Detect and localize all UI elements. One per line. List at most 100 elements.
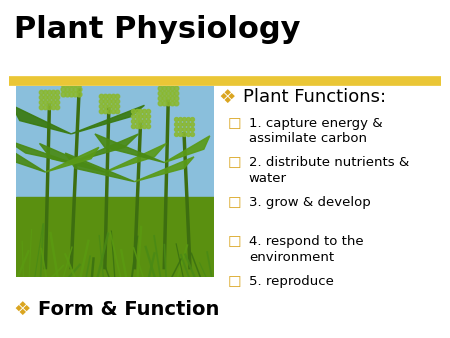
Point bbox=[172, 131, 180, 137]
Point bbox=[113, 108, 120, 114]
Point bbox=[176, 126, 184, 131]
Point bbox=[42, 94, 49, 100]
Point bbox=[176, 121, 184, 126]
Polygon shape bbox=[95, 134, 164, 163]
Text: ☐: ☐ bbox=[227, 117, 241, 131]
Point bbox=[105, 103, 112, 108]
Point bbox=[133, 119, 140, 124]
Point bbox=[176, 116, 184, 121]
Point bbox=[141, 124, 148, 129]
Point bbox=[161, 86, 168, 91]
Point bbox=[76, 76, 83, 81]
Point bbox=[172, 86, 180, 91]
Text: Plant Functions:: Plant Functions: bbox=[243, 88, 386, 106]
Point bbox=[113, 98, 120, 103]
Point bbox=[76, 91, 83, 97]
Point bbox=[42, 99, 49, 105]
Point bbox=[50, 89, 57, 95]
Point bbox=[176, 131, 184, 137]
Point bbox=[105, 98, 112, 103]
Point bbox=[129, 119, 136, 124]
Point bbox=[137, 108, 144, 114]
Polygon shape bbox=[12, 105, 71, 134]
Point bbox=[169, 91, 176, 96]
Point bbox=[60, 86, 67, 92]
Point bbox=[63, 86, 71, 92]
Point bbox=[46, 89, 53, 95]
Point bbox=[38, 104, 45, 110]
Point bbox=[50, 99, 57, 105]
Point bbox=[76, 86, 83, 92]
Point bbox=[169, 86, 176, 91]
Point bbox=[72, 81, 79, 86]
Point bbox=[54, 99, 61, 105]
Point bbox=[161, 91, 168, 96]
Point bbox=[137, 124, 144, 129]
Point bbox=[172, 121, 180, 126]
Point bbox=[133, 124, 140, 129]
Point bbox=[172, 116, 180, 121]
Point bbox=[54, 104, 61, 110]
Point bbox=[145, 119, 152, 124]
Point bbox=[38, 89, 45, 95]
Point bbox=[189, 126, 196, 131]
Point bbox=[60, 76, 67, 81]
Text: ❖: ❖ bbox=[14, 300, 31, 319]
Point bbox=[129, 108, 136, 114]
Point bbox=[60, 91, 67, 97]
Point bbox=[68, 86, 75, 92]
Point bbox=[42, 104, 49, 110]
Point bbox=[72, 91, 79, 97]
Point bbox=[113, 103, 120, 108]
Point bbox=[161, 101, 168, 106]
Point bbox=[169, 96, 176, 101]
Point bbox=[141, 119, 148, 124]
Text: ☐: ☐ bbox=[227, 235, 241, 250]
Text: 4. respond to the
environment: 4. respond to the environment bbox=[249, 235, 364, 264]
Point bbox=[165, 91, 172, 96]
Point bbox=[46, 94, 53, 100]
Point bbox=[184, 116, 192, 121]
Point bbox=[189, 116, 196, 121]
Point bbox=[180, 126, 188, 131]
Point bbox=[180, 121, 188, 126]
Point bbox=[141, 114, 148, 119]
Point bbox=[60, 81, 67, 86]
Text: ☐: ☐ bbox=[227, 275, 241, 290]
Point bbox=[101, 108, 108, 114]
Point bbox=[133, 114, 140, 119]
Text: 1. capture energy &
assimilate carbon: 1. capture energy & assimilate carbon bbox=[249, 117, 382, 145]
Point bbox=[38, 99, 45, 105]
Point bbox=[141, 108, 148, 114]
Point bbox=[145, 124, 152, 129]
Point bbox=[46, 99, 53, 105]
Text: 3. grow & develop: 3. grow & develop bbox=[249, 196, 371, 209]
Polygon shape bbox=[71, 134, 139, 163]
Point bbox=[157, 96, 164, 101]
Text: ☐: ☐ bbox=[227, 196, 241, 211]
Point bbox=[109, 108, 117, 114]
Point bbox=[101, 98, 108, 103]
Point bbox=[172, 91, 180, 96]
Polygon shape bbox=[45, 147, 99, 172]
Point bbox=[165, 96, 172, 101]
Point bbox=[101, 103, 108, 108]
Point bbox=[172, 126, 180, 131]
Point bbox=[137, 119, 144, 124]
Text: Form & Function: Form & Function bbox=[38, 300, 220, 319]
Point bbox=[109, 103, 117, 108]
Point bbox=[97, 98, 104, 103]
Point bbox=[180, 131, 188, 137]
Point bbox=[63, 91, 71, 97]
Bar bbox=[16, 197, 214, 277]
Point bbox=[101, 93, 108, 98]
Point bbox=[129, 114, 136, 119]
Point bbox=[145, 114, 152, 119]
Polygon shape bbox=[0, 144, 45, 172]
Point bbox=[68, 91, 75, 97]
Point bbox=[97, 93, 104, 98]
Point bbox=[169, 101, 176, 106]
Text: ❖: ❖ bbox=[218, 88, 236, 107]
Point bbox=[184, 126, 192, 131]
Point bbox=[97, 108, 104, 114]
